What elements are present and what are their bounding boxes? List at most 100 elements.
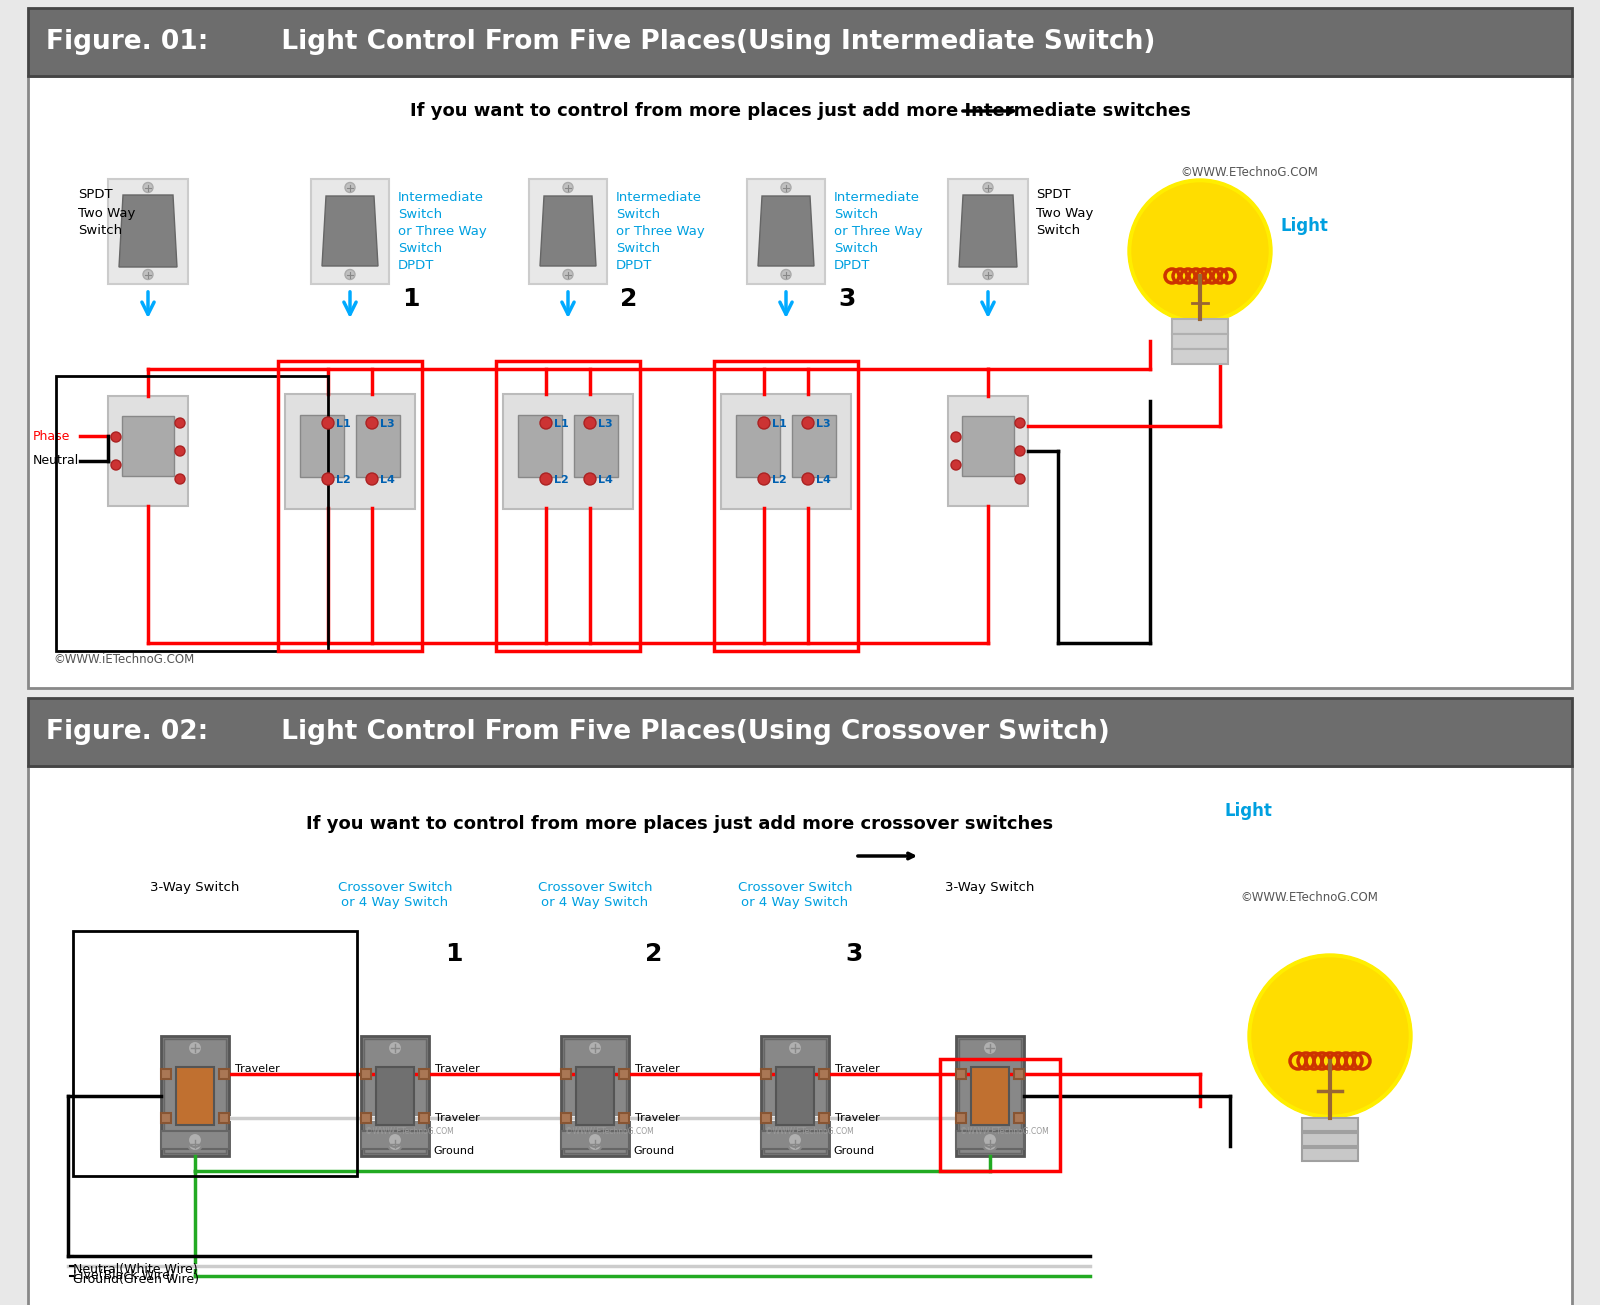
Circle shape	[1014, 446, 1026, 455]
Bar	[957, 1131, 1024, 1148]
Bar	[619, 1069, 629, 1079]
Bar	[502, 394, 634, 509]
Polygon shape	[758, 196, 814, 266]
Circle shape	[110, 459, 122, 470]
Text: Neutral(White Wire): Neutral(White Wire)	[74, 1262, 198, 1275]
Bar	[1171, 348, 1229, 364]
Circle shape	[541, 472, 552, 485]
Circle shape	[110, 432, 122, 442]
Text: ©WWW.ETechnoG.COM: ©WWW.ETechnoG.COM	[365, 1128, 454, 1135]
Bar	[562, 1069, 571, 1079]
Text: ©WWW.ETechnoG.COM: ©WWW.ETechnoG.COM	[1181, 166, 1318, 179]
Polygon shape	[541, 196, 595, 266]
Bar	[165, 1039, 226, 1154]
Bar	[419, 1069, 429, 1079]
Text: Light: Light	[1226, 803, 1274, 820]
Text: ©WWW.ETechnoG.COM: ©WWW.ETechnoG.COM	[960, 1128, 1048, 1135]
Text: ©WWW.ETechnoG.COM: ©WWW.ETechnoG.COM	[765, 1128, 854, 1135]
Bar	[29, 766, 1571, 1305]
Bar	[376, 1067, 414, 1125]
Text: ©WWW.ETechnoG.COM: ©WWW.ETechnoG.COM	[565, 1128, 654, 1135]
Text: Traveler: Traveler	[635, 1064, 680, 1074]
Text: Traveler: Traveler	[235, 1064, 280, 1074]
Bar	[362, 1113, 371, 1124]
Bar	[957, 1069, 966, 1079]
Bar	[1171, 334, 1229, 348]
Bar	[310, 179, 389, 283]
Circle shape	[387, 1041, 402, 1054]
Text: 3-Way Switch: 3-Way Switch	[946, 881, 1035, 894]
Bar	[1014, 1113, 1024, 1124]
Text: Traveler: Traveler	[835, 1064, 880, 1074]
Circle shape	[589, 1137, 602, 1151]
Text: L2: L2	[554, 475, 568, 485]
Circle shape	[1251, 958, 1408, 1114]
Bar	[362, 1131, 429, 1148]
Bar	[1302, 1148, 1358, 1161]
Text: Intermediate
Switch
or Three Way
Switch
DPDT: Intermediate Switch or Three Way Switch …	[834, 191, 923, 271]
Circle shape	[189, 1137, 202, 1151]
Circle shape	[982, 270, 994, 279]
Bar	[762, 1113, 771, 1124]
Text: Phase: Phase	[34, 429, 70, 442]
Circle shape	[802, 418, 814, 429]
Bar	[776, 1067, 814, 1125]
Circle shape	[982, 1137, 997, 1151]
Bar	[762, 1131, 829, 1148]
Circle shape	[982, 1041, 997, 1054]
Polygon shape	[118, 194, 178, 268]
Bar	[947, 179, 1027, 283]
Circle shape	[346, 183, 355, 193]
Circle shape	[322, 472, 334, 485]
Bar	[122, 416, 174, 476]
Bar	[362, 1036, 429, 1156]
Bar	[722, 394, 851, 509]
Bar	[957, 1036, 1024, 1156]
Text: Intermediate
Switch
or Three Way
Switch
DPDT: Intermediate Switch or Three Way Switch …	[398, 191, 486, 271]
Text: 3: 3	[845, 942, 862, 966]
Bar	[1171, 318, 1229, 334]
Bar	[958, 1039, 1021, 1154]
Circle shape	[1014, 418, 1026, 428]
Text: Light: Light	[1280, 217, 1328, 235]
Bar	[176, 1067, 214, 1125]
Bar	[792, 415, 835, 478]
Bar	[162, 1036, 229, 1156]
Bar	[747, 179, 826, 283]
Polygon shape	[958, 194, 1018, 268]
Text: 3: 3	[838, 287, 856, 311]
Circle shape	[189, 1041, 202, 1054]
Text: Figure. 01:        Light Control From Five Places(Using Intermediate Switch): Figure. 01: Light Control From Five Plac…	[46, 29, 1155, 55]
Bar	[762, 1069, 771, 1079]
Circle shape	[1133, 183, 1267, 318]
Bar	[29, 76, 1571, 688]
Text: SPDT
Two Way
Switch: SPDT Two Way Switch	[78, 188, 136, 238]
Circle shape	[589, 1133, 602, 1147]
Circle shape	[174, 474, 186, 484]
Bar	[574, 415, 618, 478]
Circle shape	[387, 1137, 402, 1151]
Bar	[162, 1069, 171, 1079]
Bar	[419, 1113, 429, 1124]
Text: ©WWW.iETechnoG.COM: ©WWW.iETechnoG.COM	[53, 652, 194, 666]
Text: 1: 1	[445, 942, 462, 966]
Bar	[162, 1131, 229, 1148]
Text: Crossover Switch
or 4 Way Switch: Crossover Switch or 4 Way Switch	[738, 881, 853, 910]
Text: L4: L4	[598, 475, 613, 485]
Circle shape	[758, 418, 770, 429]
Bar	[56, 376, 328, 651]
Bar	[74, 930, 357, 1176]
Text: Neutral: Neutral	[34, 454, 80, 467]
Text: Traveler: Traveler	[835, 1113, 880, 1124]
Circle shape	[584, 418, 595, 429]
Text: SPDT
Two Way
Switch: SPDT Two Way Switch	[1037, 188, 1093, 238]
Bar	[285, 394, 414, 509]
Circle shape	[174, 418, 186, 428]
Text: L1: L1	[554, 419, 568, 429]
Circle shape	[787, 1041, 802, 1054]
Bar	[736, 415, 781, 478]
Circle shape	[982, 1133, 997, 1147]
Bar	[365, 1039, 426, 1154]
Bar	[301, 415, 344, 478]
Circle shape	[142, 183, 154, 193]
